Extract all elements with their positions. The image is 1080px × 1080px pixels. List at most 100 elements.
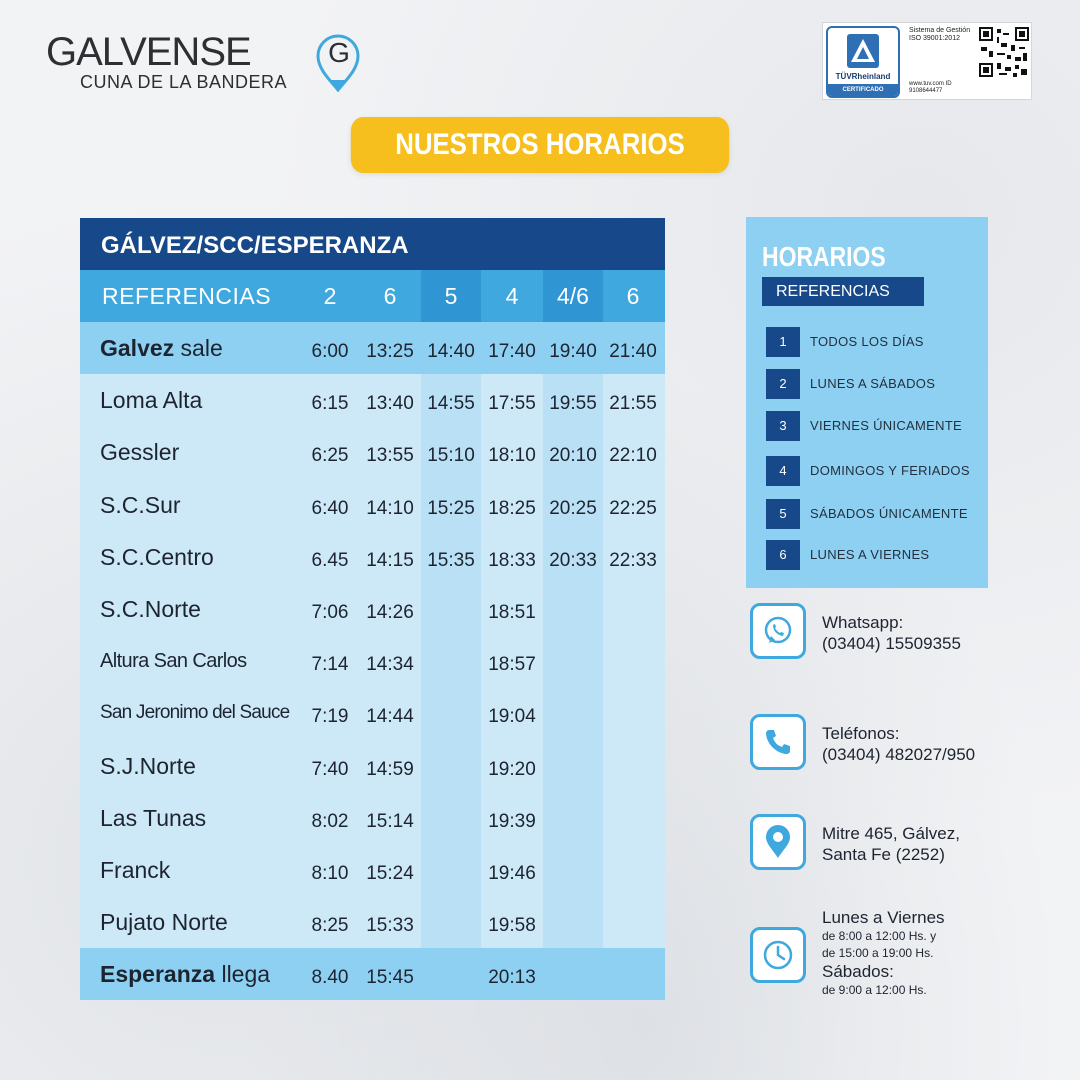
time-cell: 7:19 [311,706,349,728]
column-band [360,270,420,1000]
legend-item: 1 TODOS LOS DÍAS [766,327,976,357]
legend-title: HORARIOS [762,241,886,272]
column-band [300,270,360,1000]
time-cell [421,896,481,948]
time-cell: 15:25 [427,497,475,519]
time-cell: 14:10 [366,497,414,519]
legend-item: 4 DOMINGOS Y FERIADOS [766,456,976,486]
column-band [543,270,603,1000]
stop-name: Altura San Carlos [100,650,247,673]
column-header: 5 [421,270,481,322]
time-cell [421,740,481,792]
logo-pin-letter: G [328,37,350,68]
time-cell: 14:55 [427,393,475,415]
logo-pin-icon [316,34,360,92]
certification-badge: TÜVRheinland CERTIFICADO Sistema de Gest… [822,22,1032,100]
legend-panel: HORARIOS REFERENCIAS 1 TODOS LOS DÍAS 2 LUN… [746,217,988,588]
legend-text: TODOS LOS DÍAS [810,334,924,349]
time-cell: 15:33 [366,915,414,937]
time-cell: 21:55 [609,393,657,415]
time-cell: 14:26 [366,602,414,623]
time-cell [421,687,481,739]
time-cell: 13:25 [366,341,414,362]
weekdays-hours-1: de 8:00 a 12:00 Hs. y [822,929,937,943]
column-header: 4/6 [543,270,603,322]
legend-item: 2 LUNES A SÁBADOS [766,369,976,399]
legend-number: 4 [766,456,800,486]
column-header: 6 [360,270,420,322]
legend-number: 5 [766,499,800,529]
galvense-logo: GALVENSE G CUNA DE LA BANDERA [46,32,360,92]
time-cell [421,792,481,844]
iso-system-text: Sistema de Gestión ISO 39001:2012 [909,27,971,42]
time-cell [603,792,663,844]
tuv-triangle-icon [847,34,879,68]
time-cell [543,635,603,687]
legend-item: 6 LUNES A VIERNES [766,540,976,570]
time-cell [603,844,663,896]
whatsapp-number[interactable]: (03404) 15509355 [822,634,961,653]
time-cell [543,583,603,635]
time-cell: 22:10 [609,445,657,467]
tuv-badge: TÜVRheinland CERTIFICADO [826,26,900,98]
time-cell [603,687,663,739]
column-header: 6 [603,270,663,322]
phone-info: Teléfonos: (03404) 482027/950 [822,723,975,765]
time-cell: 7:14 [311,654,349,676]
phone-number[interactable]: (03404) 482027/950 [822,745,976,764]
hours-info: Lunes a Viernes de 8:00 a 12:00 Hs. y de… [822,908,945,999]
time-cell [543,792,603,844]
legend-number: 6 [766,540,800,570]
time-cell: 19:46 [488,863,536,884]
time-cell: 19:39 [488,810,536,832]
whatsapp-icon[interactable] [750,603,806,659]
stop-name: Loma Alta [100,387,203,414]
time-cell [421,844,481,896]
time-cell: 6.45 [311,549,349,571]
time-cell: 17:55 [488,393,536,415]
time-cell: 8:02 [311,810,349,832]
time-cell: 14:15 [366,549,414,571]
time-cell: 19:20 [488,758,536,780]
time-cell: 14:59 [366,758,414,780]
phone-icon[interactable] [750,714,806,770]
legend-number: 2 [766,369,800,399]
time-cell: 17:40 [488,341,536,362]
time-cell [543,844,603,896]
route-title: GÁLVEZ/SCC/ESPERANZA [80,218,665,270]
time-cell: 7:40 [311,758,349,780]
time-cell: 20:33 [549,549,597,571]
legend-item: 3 VIERNES ÚNICAMENTE [766,411,976,441]
time-cell: 15:14 [366,810,414,832]
time-cell [543,740,603,792]
address-line-2: Santa Fe (2252) [822,845,945,864]
time-cell: 6:15 [311,393,349,415]
arrival-row-band [80,948,665,1000]
time-cell: 13:55 [366,445,414,467]
time-cell: 22:33 [609,549,657,571]
stop-name: San Jeronimo del Sauce [100,702,290,724]
tuv-certified-label: CERTIFICADO [828,84,898,96]
time-cell [603,948,663,1000]
time-cell [603,635,663,687]
time-cell: 14:34 [366,654,414,676]
tuv-url-text: www.tuv.com ID 9108644477 [909,81,952,94]
time-cell: 15:10 [427,445,475,467]
time-cell [603,896,663,948]
time-cell: 22:25 [609,497,657,519]
column-band [603,270,663,1000]
time-cell: 6:00 [311,341,349,362]
time-cell [603,740,663,792]
stop-name: Las Tunas [100,804,207,831]
time-cell: 20:10 [549,445,597,467]
time-cell: 13:40 [366,393,414,415]
column-band [482,270,542,1000]
stop-name: S.C.Centro [100,543,214,570]
stop-name-bold: Galvez [100,335,175,361]
logo-tagline: CUNA DE LA BANDERA [80,72,288,92]
time-cell: 8:25 [311,915,349,937]
time-cell: 18:10 [488,445,536,467]
stop-action: sale [174,335,223,361]
location-pin-icon[interactable] [750,814,806,870]
legend-text: LUNES A VIERNES [810,547,930,562]
